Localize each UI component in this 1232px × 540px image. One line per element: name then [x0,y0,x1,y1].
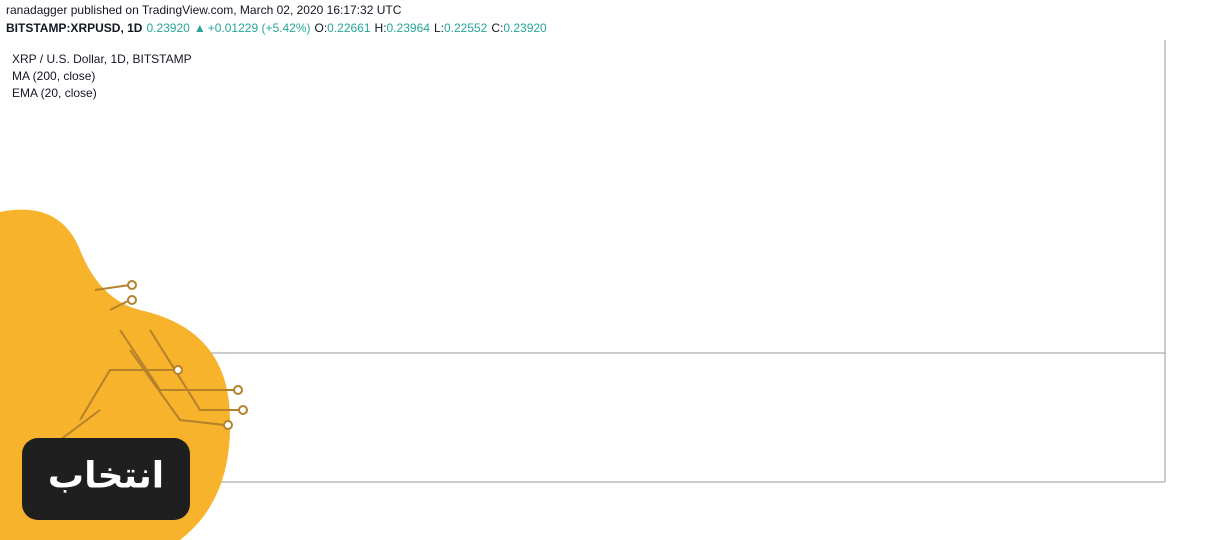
watermark-text: انتخاب [48,455,164,496]
o-val: 0.22661 [327,21,371,35]
l-key: L: [434,21,444,35]
arrow: ▲ [194,21,206,35]
c-val: 0.23920 [503,21,547,35]
change: +0.01229 (+5.42%) [208,21,311,35]
legend-entry: MA (200, close) [12,69,95,83]
legend-title: XRP / U.S. Dollar, 1D, BITSTAMP [12,52,192,66]
symbol: BITSTAMP:XRPUSD, 1D [6,21,143,35]
symbol-line: BITSTAMP:XRPUSD, 1D 0.23920 ▲ +0.01229 (+5.… [6,21,547,35]
published-line: ranadagger published on TradingView.com,… [6,3,402,17]
c-key: C: [491,21,503,35]
price: 0.23920 [146,21,190,35]
watermark: انتخاب [0,209,248,540]
h-key: H: [375,21,387,35]
o-key: O: [314,21,327,35]
h-val: 0.23964 [387,21,431,35]
l-val: 0.22552 [444,21,488,35]
legend-entry: EMA (20, close) [12,86,97,100]
